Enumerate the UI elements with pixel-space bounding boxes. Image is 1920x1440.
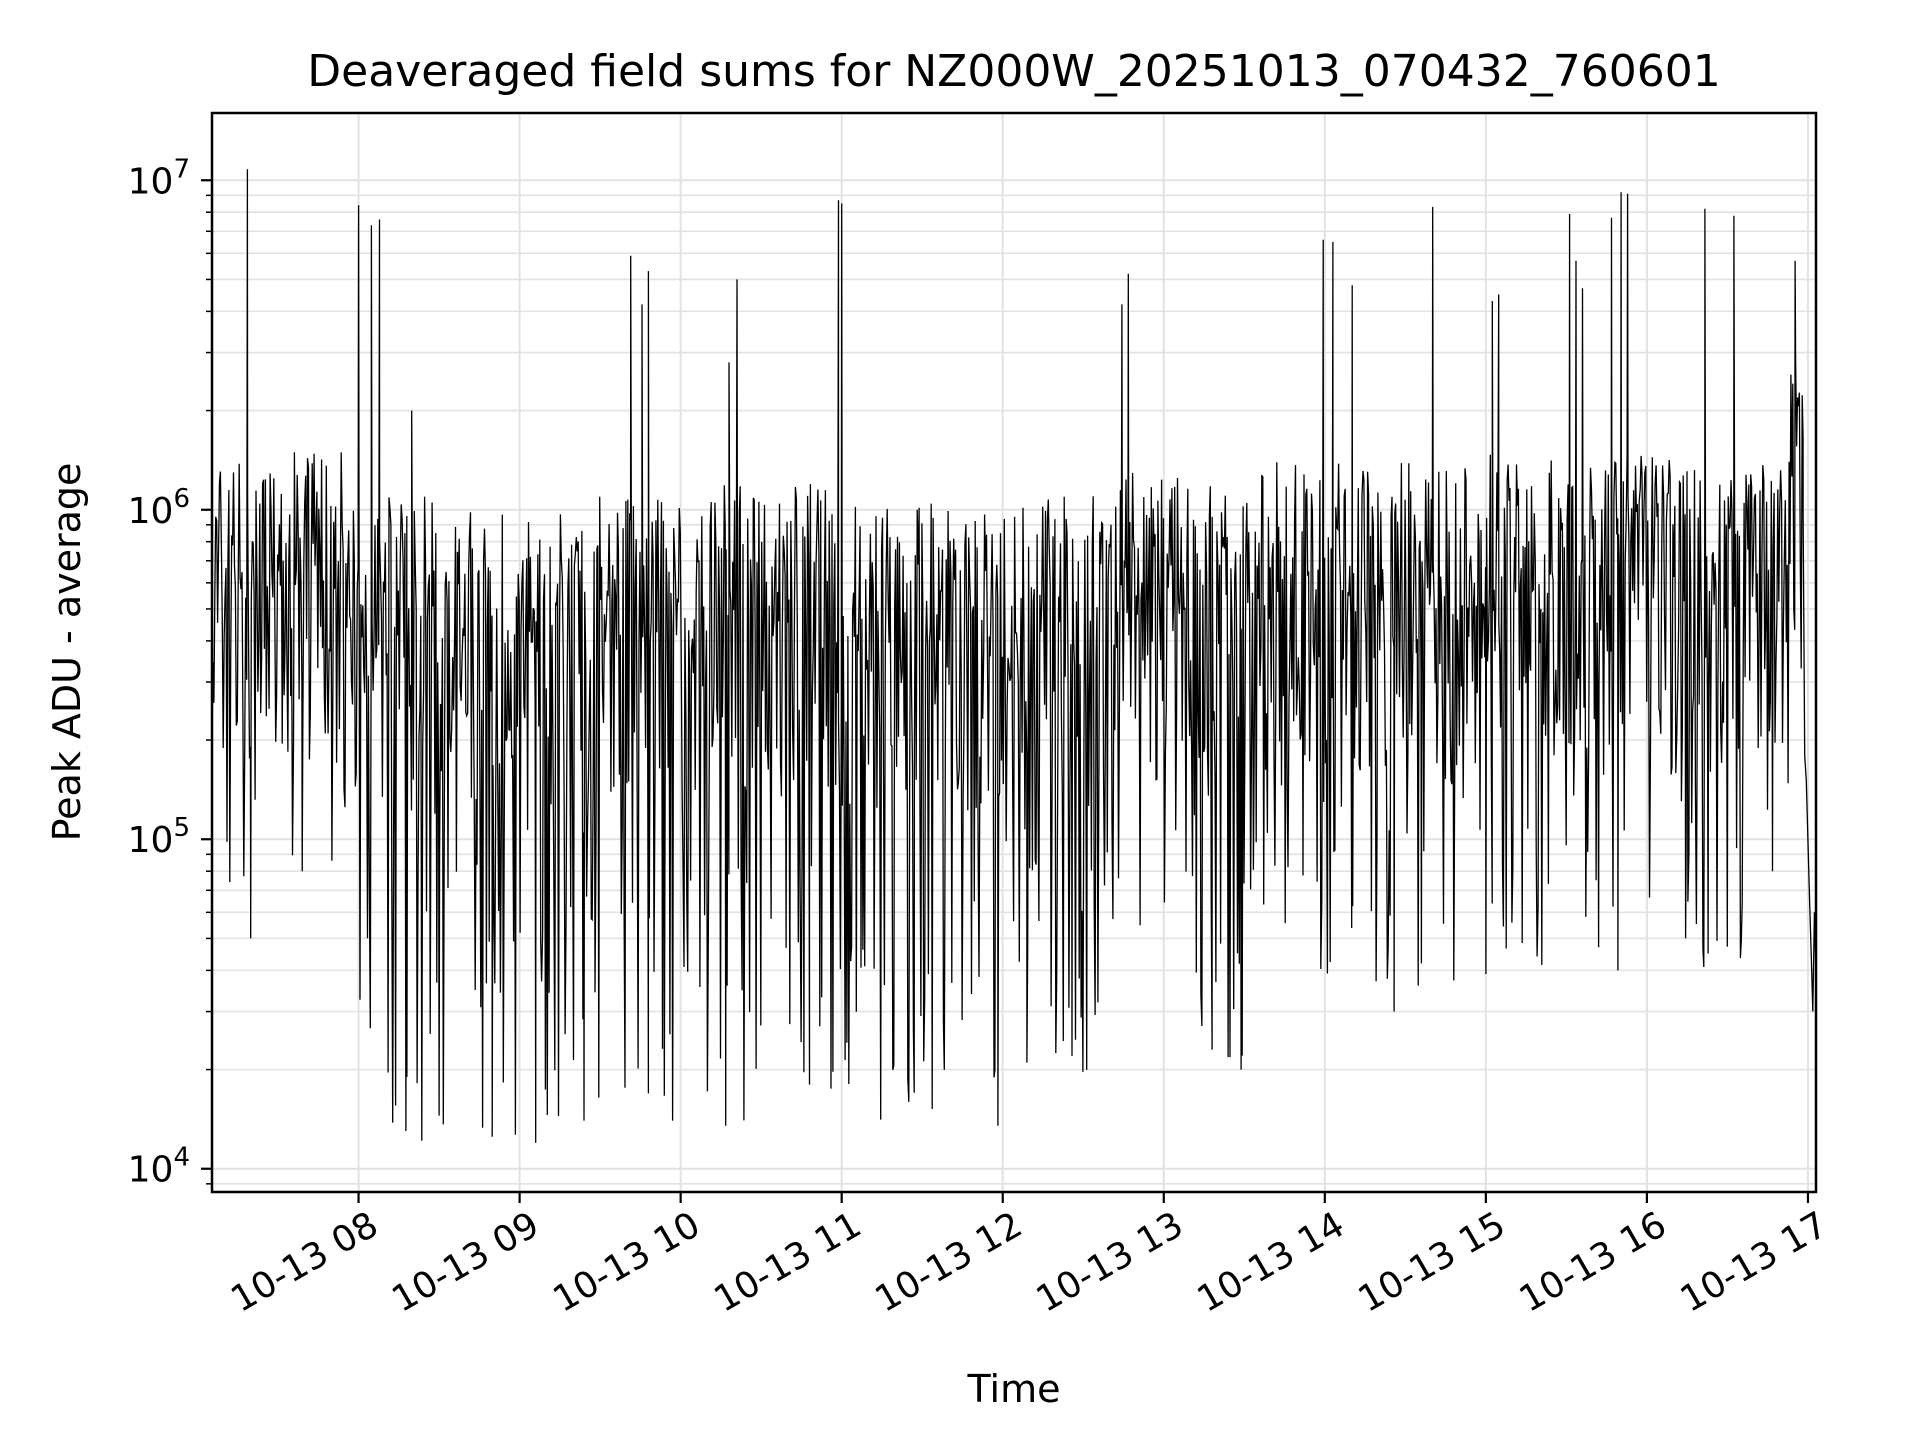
y-tick-label: 107 — [128, 154, 190, 202]
x-axis-label: Time — [967, 1367, 1061, 1411]
plot-frame — [210, 111, 1818, 1194]
series — [211, 169, 1817, 1143]
y-tick-label: 106 — [128, 484, 190, 532]
y-tick-label: 105 — [128, 813, 190, 861]
y-axis-label: Peak ADU - average — [45, 463, 89, 842]
chart-title: Deaveraged field sums for NZ000W_2025101… — [307, 46, 1720, 97]
y-tick-label: 104 — [128, 1143, 190, 1191]
series-line — [211, 169, 1817, 1143]
